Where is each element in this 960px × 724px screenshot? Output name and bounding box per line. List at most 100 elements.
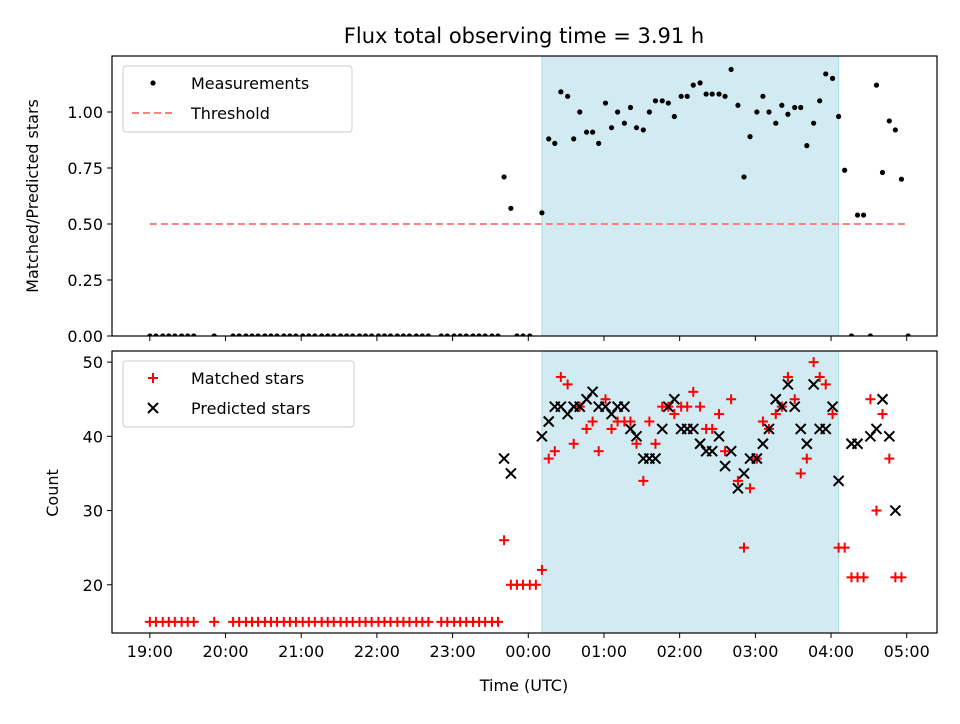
chart-title: Flux total observing time = 3.91 h (344, 24, 704, 48)
point-0-0-16 (274, 333, 280, 336)
point-1-1-31 (719, 460, 731, 472)
point-1-0-74 (644, 416, 655, 427)
point-1-1-29 (706, 445, 718, 457)
point-1-0-51 (499, 535, 510, 546)
point-0-0-91 (760, 93, 766, 99)
point-1-1-33 (732, 482, 744, 494)
point-0-0-35 (394, 333, 400, 336)
point-0-0-15 (268, 333, 274, 336)
point-1-1-17 (630, 430, 643, 443)
point-0-0-42 (444, 333, 450, 336)
legend-label-0-1: Threshold (190, 104, 270, 123)
y-tick-label-1-1: 30 (83, 502, 103, 521)
point-0-0-66 (602, 100, 609, 106)
point-1-0-72 (631, 438, 642, 449)
point-0-0-112 (892, 127, 898, 133)
point-1-1-49 (832, 475, 845, 487)
point-1-0-65 (587, 416, 598, 427)
count-panel: 20 30 40 50 19:00 20:00 21:00 22:00 23:00 00:00 01… (83, 350, 938, 661)
point-0-0-81 (697, 80, 703, 86)
point-0-0-44 (457, 333, 463, 336)
point-0-0-95 (785, 111, 791, 117)
point-0-0-2 (160, 333, 166, 336)
point-1-0-8 (209, 616, 220, 627)
point-1-1-34 (738, 467, 750, 480)
point-0-0-5 (179, 333, 185, 336)
point-0-0-28 (350, 333, 356, 336)
point-0-0-109 (873, 82, 880, 88)
point-0-0-41 (438, 333, 444, 336)
point-0-0-100 (817, 98, 823, 104)
point-0-0-13 (255, 333, 261, 336)
legend-box-0 (122, 65, 353, 133)
point-0-0-97 (798, 104, 804, 111)
point-0-0-50 (495, 333, 501, 336)
point-1-0-75 (650, 438, 661, 449)
point-0-0-10 (236, 333, 242, 336)
x-axis-label: Time (UTC) (479, 676, 568, 695)
point-0-0-83 (709, 91, 715, 97)
point-0-0-71 (633, 125, 640, 131)
legend-swatch-0-0 (150, 80, 156, 86)
point-1-0-90 (745, 483, 756, 494)
point-0-0-88 (741, 174, 747, 180)
point-1-1-0 (498, 452, 510, 465)
point-0-0-14 (262, 333, 268, 336)
point-0-0-90 (754, 109, 760, 115)
y-tick-label-0-0: 0.00 (67, 327, 103, 346)
panel-1-data (144, 357, 907, 627)
observing-window-0 (541, 55, 840, 337)
point-0-0-4 (172, 333, 178, 336)
legend-swatch-1-0 (148, 373, 158, 383)
x-tick-label-6: 01:00 (581, 642, 627, 661)
point-1-0-100 (808, 357, 819, 368)
point-0-0-76 (665, 100, 671, 106)
point-0-0-22 (312, 333, 318, 336)
point-0-0-12 (249, 333, 255, 336)
point-1-1-37 (757, 438, 769, 450)
point-1-0-68 (606, 423, 617, 434)
point-0-0-6 (185, 333, 191, 336)
point-1-1-36 (751, 452, 763, 465)
point-1-1-48 (826, 400, 839, 413)
legend-1: Matched stars Predicted stars (122, 360, 355, 428)
point-1-0-92 (757, 416, 768, 427)
point-1-0-40 (423, 616, 434, 627)
count-panel-y-axis-label: Count (43, 469, 62, 517)
point-1-0-84 (707, 423, 718, 434)
point-1-1-40 (776, 400, 788, 413)
x-tick-label-4: 23:00 (430, 642, 476, 661)
point-0-0-80 (690, 82, 696, 88)
point-1-1-38 (763, 423, 775, 435)
point-0-0-11 (243, 333, 249, 336)
point-1-0-60 (555, 371, 566, 382)
point-1-1-32 (725, 445, 737, 457)
y-tick-label-1-3: 50 (83, 353, 103, 372)
point-1-1-10 (586, 386, 599, 398)
point-0-0-63 (583, 129, 590, 135)
point-0-0-49 (489, 333, 495, 336)
point-1-1-30 (713, 430, 725, 443)
point-0-0-73 (646, 109, 652, 115)
legend-swatch-1-1 (147, 402, 159, 414)
point-0-0-85 (722, 93, 728, 99)
point-1-0-94 (770, 409, 781, 420)
observing-window-1 (541, 350, 840, 634)
point-0-0-104 (842, 167, 848, 173)
point-0-0-92 (766, 109, 772, 115)
x-tick-label-10: 05:00 (884, 642, 930, 661)
point-0-0-45 (463, 333, 469, 336)
point-1-1-54 (876, 393, 889, 405)
point-0-0-36 (400, 333, 406, 336)
point-0-0-111 (886, 118, 892, 124)
point-0-0-59 (558, 89, 564, 95)
point-0-0-19 (293, 333, 299, 336)
x-tick-label-1: 20:00 (202, 642, 248, 661)
point-0-0-47 (476, 333, 482, 336)
point-0-0-57 (546, 136, 552, 142)
point-0-0-29 (356, 333, 363, 336)
point-0-0-101 (823, 71, 829, 77)
point-0-0-107 (860, 212, 867, 218)
point-1-1-15 (618, 400, 631, 413)
